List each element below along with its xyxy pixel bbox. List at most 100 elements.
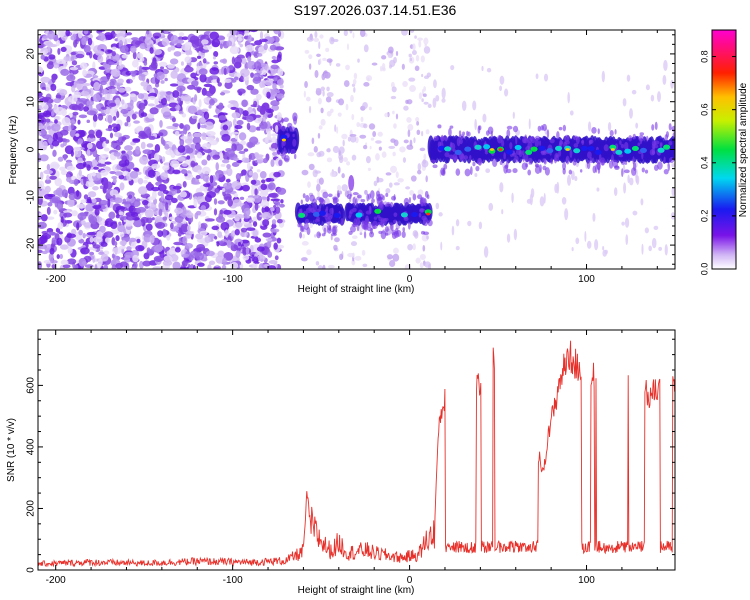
noise-blob: [274, 46, 285, 51]
noise-blob: [67, 246, 73, 255]
noise-blob: [228, 100, 238, 104]
noise-blob: [82, 232, 86, 239]
noise-blob: [363, 123, 368, 129]
noise-blob: [159, 119, 163, 128]
noise-blob: [274, 255, 279, 261]
noise-blob: [254, 188, 258, 196]
noise-blob: [204, 90, 214, 97]
noise-blob: [148, 64, 158, 71]
noise-blob: [254, 40, 263, 46]
noise-blob: [641, 243, 644, 255]
band-halo: [667, 162, 671, 172]
noise-blob: [235, 250, 241, 258]
band-halo: [543, 158, 547, 164]
noise-blob: [271, 148, 276, 152]
band-halo: [327, 193, 333, 198]
noise-blob: [182, 259, 188, 267]
noise-blob: [230, 131, 240, 135]
noise-blob: [264, 206, 270, 212]
noise-blob: [236, 120, 244, 126]
noise-blob: [467, 220, 472, 227]
noise-blob: [247, 56, 252, 63]
noise-blob: [137, 177, 144, 185]
band-halo: [542, 123, 547, 132]
band-halo: [430, 159, 437, 164]
noise-blob: [393, 56, 397, 64]
noise-blob: [45, 83, 51, 92]
noise-blob: [131, 113, 137, 120]
noise-blob: [189, 35, 200, 44]
noise-blob: [241, 157, 250, 163]
noise-blob: [91, 198, 97, 203]
noise-blob: [205, 130, 216, 137]
band-spot: [546, 148, 554, 154]
noise-blob: [182, 235, 188, 245]
noise-blob: [260, 196, 268, 200]
noise-blob: [40, 76, 51, 83]
noise-blob: [343, 80, 350, 88]
band-halo: [385, 192, 389, 198]
noise-blob: [233, 76, 239, 81]
band-spot: [624, 148, 632, 154]
noise-blob: [351, 259, 356, 266]
noise-blob: [318, 41, 321, 50]
noise-blob: [41, 233, 52, 240]
noise-blob: [160, 97, 168, 106]
noise-blob: [144, 209, 154, 218]
noise-blob: [157, 183, 167, 192]
band-halo: [492, 158, 498, 167]
band-halo: [611, 154, 614, 163]
noise-blob: [154, 35, 160, 39]
noise-blob: [322, 264, 326, 269]
noise-blob: [132, 254, 139, 263]
noise-blob: [66, 233, 77, 239]
noise-blob: [107, 114, 113, 124]
noise-blob: [226, 40, 233, 47]
noise-blob: [218, 115, 227, 121]
noise-blob: [488, 202, 494, 211]
noise-blob: [128, 237, 137, 243]
noise-blob: [671, 163, 675, 168]
noise-blob: [625, 234, 629, 246]
band-halo: [402, 227, 406, 232]
noise-blob: [52, 132, 58, 142]
noise-blob: [119, 231, 125, 238]
noise-blob: [120, 108, 129, 115]
noise-blob: [252, 160, 256, 165]
band-halo: [515, 135, 518, 145]
noise-blob: [308, 105, 312, 114]
noise-blob: [154, 152, 160, 161]
noise-blob: [326, 86, 330, 92]
noise-blob: [181, 113, 187, 118]
band-halo: [569, 149, 573, 158]
noise-blob: [103, 231, 114, 238]
noise-blob: [250, 187, 255, 196]
band-halo: [581, 139, 585, 146]
noise-blob: [170, 160, 180, 168]
noise-blob: [133, 120, 140, 124]
band-halo: [312, 203, 318, 213]
noise-blob: [181, 253, 190, 258]
noise-blob: [224, 78, 232, 84]
band-halo: [477, 157, 482, 166]
noise-blob: [71, 60, 78, 66]
noise-blob: [648, 245, 652, 252]
noise-blob: [264, 137, 269, 144]
band-halo: [308, 205, 312, 212]
band-spot: [530, 146, 538, 152]
noise-blob: [571, 247, 574, 252]
noise-blob: [99, 185, 104, 190]
noise-blob: [96, 172, 102, 179]
noise-blob: [215, 255, 225, 264]
band-halo: [579, 169, 583, 173]
band-halo: [671, 125, 675, 132]
band-peak: [489, 148, 494, 151]
noise-blob: [176, 43, 182, 48]
band-spot: [411, 211, 419, 218]
noise-blob: [108, 211, 116, 220]
band-halo: [327, 227, 332, 234]
noise-blob: [117, 64, 124, 70]
noise-blob: [192, 136, 201, 145]
noise-blob: [137, 93, 145, 99]
band-halo: [356, 218, 361, 225]
